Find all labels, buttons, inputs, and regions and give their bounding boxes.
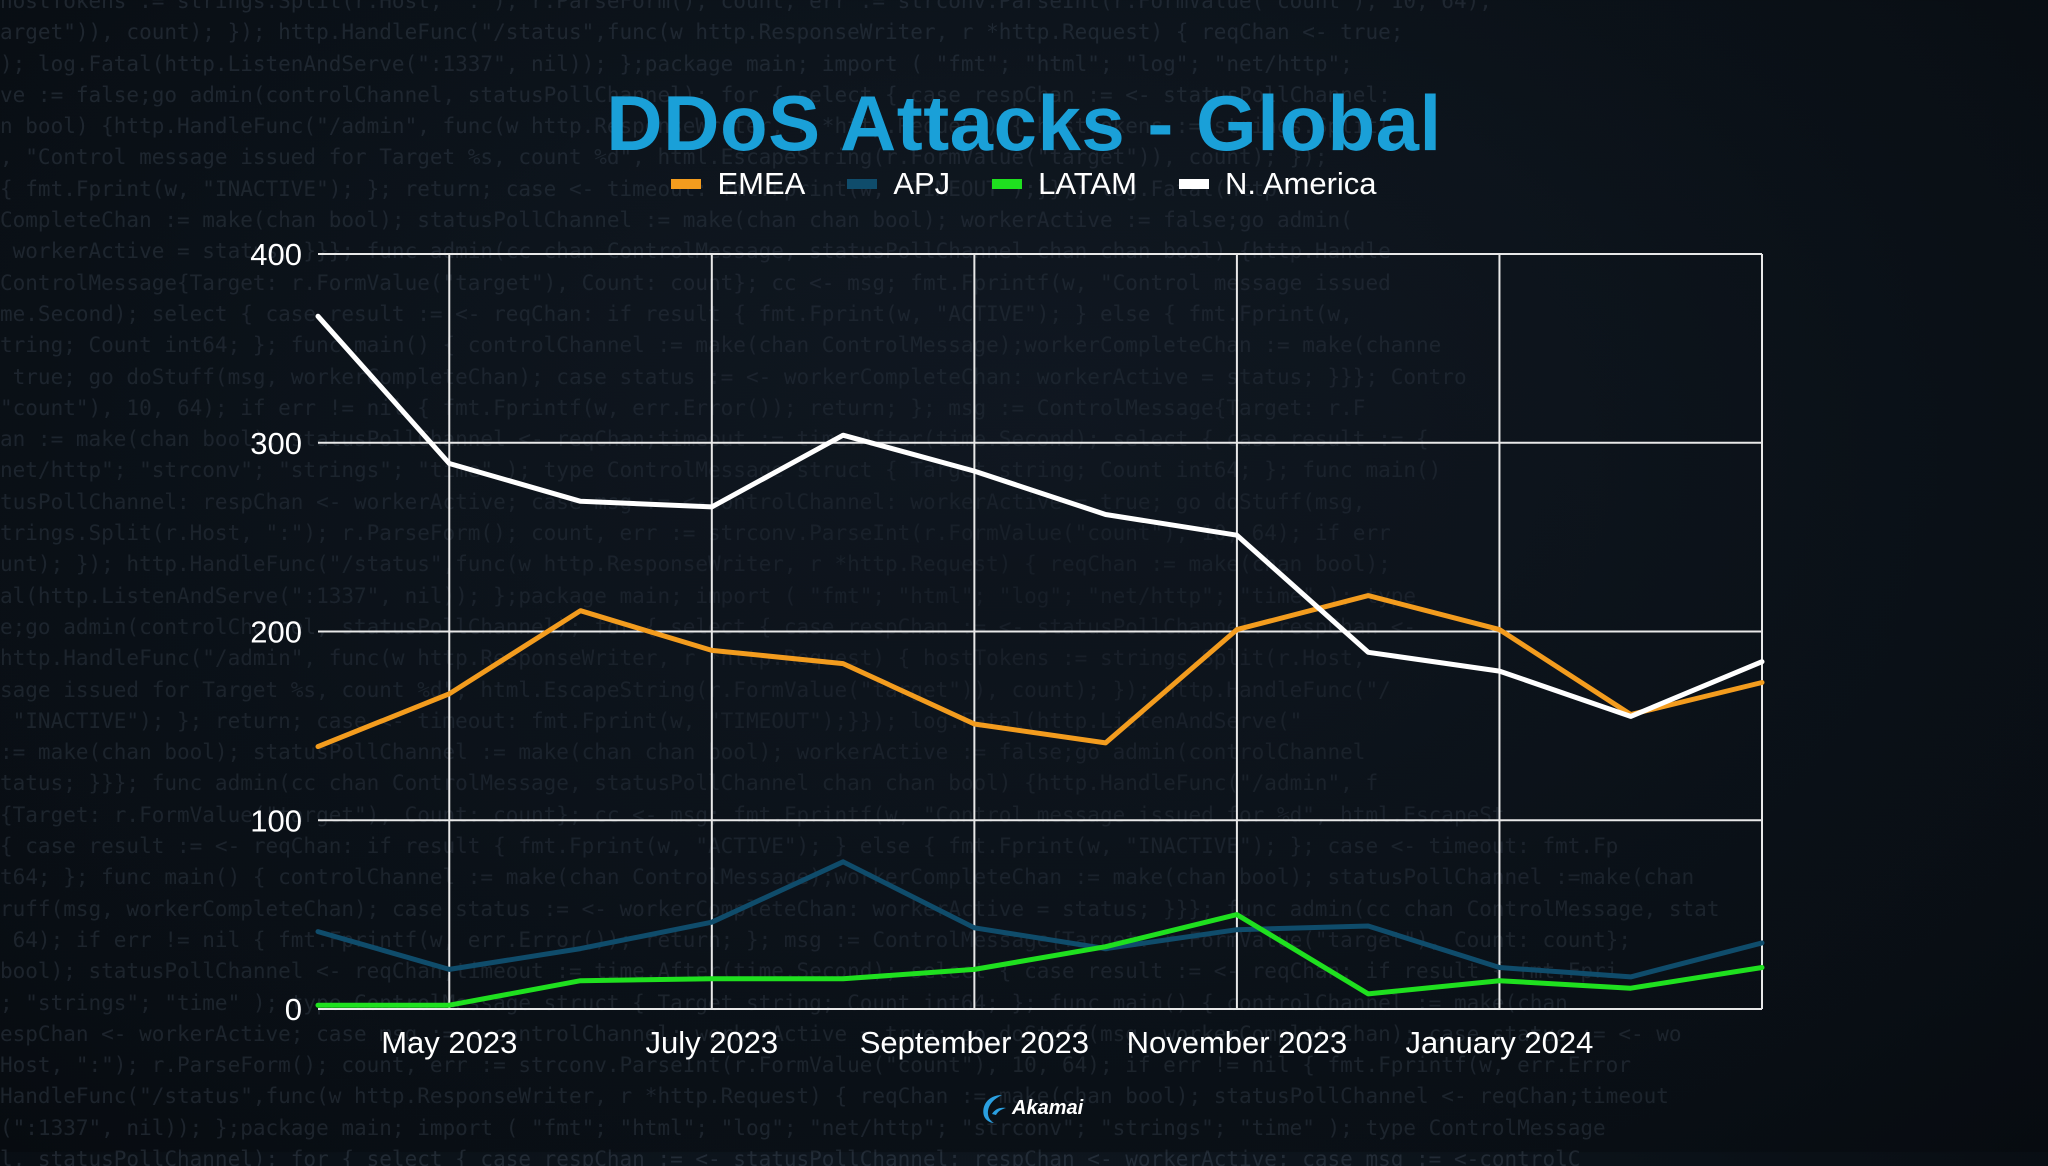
legend-item-latam: LATAM (992, 166, 1137, 202)
legend-label: EMEA (717, 166, 806, 201)
y-tick-label: 0 (285, 992, 302, 1027)
chart-legend: EMEA APJ LATAM N. America (0, 166, 2048, 202)
legend-label: APJ (893, 166, 951, 201)
x-tick-label: September 2023 (860, 1025, 1089, 1060)
series-line-emea (315, 593, 1765, 750)
x-tick-label: May 2023 (381, 1025, 517, 1060)
x-tick-label: November 2023 (1127, 1025, 1348, 1060)
legend-item-n-america: N. America (1178, 166, 1377, 202)
y-tick-label: 200 (250, 615, 302, 650)
chart-title: DDoS Attacks - Global (606, 79, 1442, 167)
legend-swatch (671, 179, 702, 189)
legend-label: N. America (1224, 166, 1377, 201)
legend-swatch (1178, 179, 1209, 189)
akamai-logo-text: Akamai (1012, 1096, 1084, 1119)
akamai-logo: Akamai (980, 1092, 1083, 1124)
legend-label: LATAM (1038, 166, 1137, 201)
series-line-apj (315, 859, 1765, 980)
legend-item-emea: EMEA (671, 166, 805, 202)
legend-item-apj: APJ (847, 166, 950, 202)
y-tick-label: 100 (250, 803, 302, 838)
legend-swatch (992, 179, 1023, 189)
akamai-wave-icon (983, 1095, 1006, 1123)
series-line-n-america (315, 313, 1765, 719)
x-tick-label: January 2024 (1406, 1025, 1594, 1060)
y-tick-label: 300 (250, 426, 302, 461)
x-tick-label: July 2023 (645, 1025, 778, 1060)
series-line-latam (315, 912, 1765, 1008)
legend-swatch (847, 179, 878, 189)
y-tick-label: 400 (250, 237, 302, 272)
